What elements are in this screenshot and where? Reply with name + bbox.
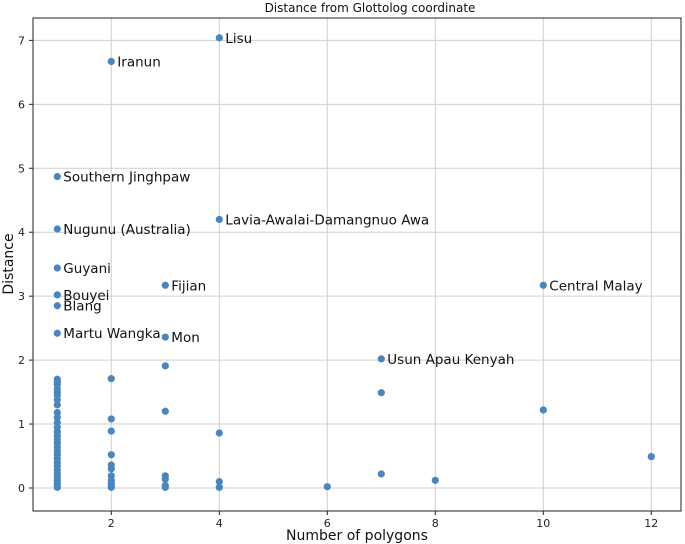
labeled-data-point xyxy=(215,34,223,42)
data-points xyxy=(53,34,655,491)
y-tick-label: 4 xyxy=(18,226,25,239)
chart-title: Distance from Glottolog coordinate xyxy=(265,1,476,15)
data-point xyxy=(161,362,169,370)
point-label: Martu Wangka xyxy=(63,326,160,342)
point-label: Usun Apau Kenyah xyxy=(387,352,514,368)
x-axis-label: Number of polygons xyxy=(286,528,428,544)
point-label: Lisu xyxy=(225,31,252,47)
labeled-data-point xyxy=(53,264,61,272)
y-tick-label: 0 xyxy=(18,482,25,495)
data-point xyxy=(539,406,547,414)
x-tick-label: 6 xyxy=(324,517,331,530)
gridlines xyxy=(33,18,681,511)
data-point xyxy=(53,401,61,409)
point-label: Central Malay xyxy=(549,278,642,294)
y-tick-label: 5 xyxy=(18,162,25,175)
x-tick-label: 2 xyxy=(108,517,115,530)
data-point xyxy=(215,483,223,491)
data-point xyxy=(323,483,331,491)
data-point xyxy=(215,477,223,486)
labeled-data-point xyxy=(377,355,385,363)
point-label: Guyani xyxy=(63,261,111,277)
point-label: Fijian xyxy=(171,278,206,294)
labeled-data-point xyxy=(539,281,547,289)
x-tick-label: 4 xyxy=(216,517,223,530)
data-point xyxy=(107,415,115,423)
labeled-data-point xyxy=(107,57,115,66)
data-point xyxy=(161,407,169,415)
x-tick-label: 12 xyxy=(644,517,658,530)
labeled-data-point xyxy=(161,333,169,341)
y-tick-label: 6 xyxy=(18,98,25,111)
point-label: Nugunu (Australia) xyxy=(63,222,190,238)
data-point xyxy=(107,465,115,473)
plot-frame xyxy=(32,17,682,512)
y-tick-label: 7 xyxy=(18,34,25,47)
data-point xyxy=(161,475,169,483)
point-labels: Lisu Iranun Southern Jinghpaw Lavia-Awalai-… xyxy=(63,31,642,368)
data-point xyxy=(107,375,115,383)
labeled-data-point xyxy=(53,302,61,310)
data-point xyxy=(431,476,439,484)
data-point xyxy=(107,451,115,459)
data-point xyxy=(647,453,655,461)
labeled-data-point xyxy=(215,215,223,224)
labeled-data-point xyxy=(53,225,61,233)
data-point xyxy=(53,483,61,491)
data-point xyxy=(377,389,385,397)
data-point xyxy=(53,408,61,417)
data-point xyxy=(377,470,385,478)
data-point xyxy=(215,429,223,437)
point-label: Lavia-Awalai-Damangnuo Awa xyxy=(225,212,429,228)
point-label: Mon xyxy=(171,330,199,346)
x-tick-label: 10 xyxy=(536,517,550,530)
data-point xyxy=(53,414,61,422)
data-point xyxy=(161,483,169,491)
data-point xyxy=(53,396,61,404)
y-axis-label: Distance xyxy=(1,233,17,294)
point-label: Blang xyxy=(63,299,101,315)
y-tick-label: 1 xyxy=(18,418,25,431)
point-label: Southern Jinghpaw xyxy=(63,170,190,186)
y-tick-label: 2 xyxy=(18,354,25,367)
data-point xyxy=(107,483,115,491)
data-point xyxy=(107,427,115,435)
point-label: Bouyei xyxy=(63,288,109,304)
labeled-data-point xyxy=(161,281,169,289)
labeled-data-point xyxy=(53,172,61,181)
x-tick-label: 8 xyxy=(432,517,439,530)
labeled-data-point xyxy=(53,291,61,299)
labeled-data-point xyxy=(53,329,61,337)
y-tick-label: 3 xyxy=(18,290,25,303)
point-label: Iranun xyxy=(117,54,160,70)
